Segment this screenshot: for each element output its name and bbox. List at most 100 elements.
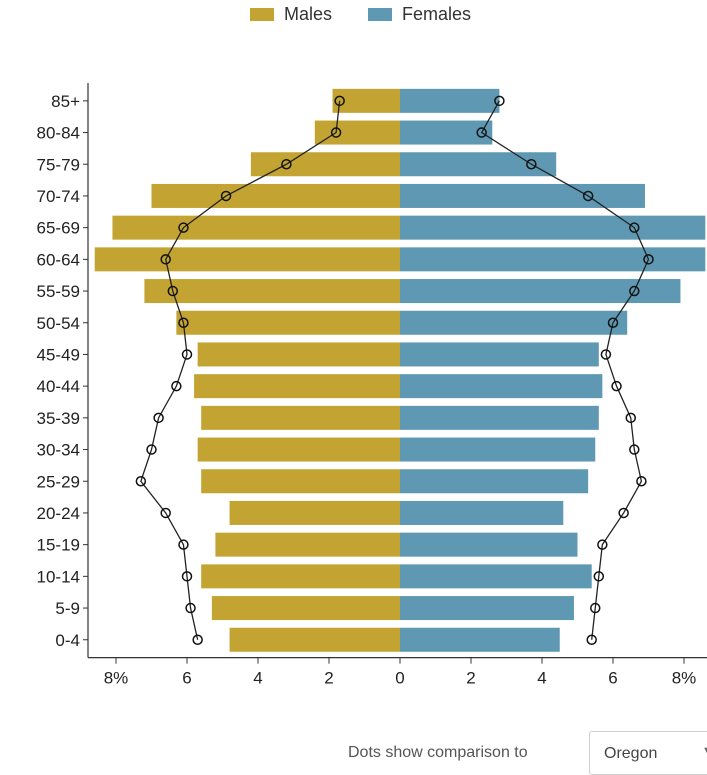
legend-item-females[interactable]: Females bbox=[368, 4, 471, 25]
bar-females bbox=[400, 532, 578, 557]
bar-females bbox=[400, 596, 574, 621]
comparison-dot-males bbox=[281, 159, 292, 170]
y-tick-label: 15-19 bbox=[37, 536, 80, 555]
y-tick-label: 5-9 bbox=[55, 599, 80, 618]
y-tick-label: 30-34 bbox=[37, 441, 80, 460]
y-tick-label: 20-24 bbox=[37, 504, 80, 523]
comparison-dot-females bbox=[582, 190, 594, 202]
bar-males bbox=[211, 596, 400, 621]
bar-females bbox=[400, 564, 592, 589]
comparison-line-females bbox=[480, 100, 650, 640]
y-tick-label: 75-79 bbox=[37, 155, 80, 174]
bar-males bbox=[176, 310, 400, 335]
legend-label-females: Females bbox=[402, 4, 472, 24]
comparison-dot-females bbox=[593, 571, 605, 582]
y-tick-label: 40-44 bbox=[37, 377, 80, 396]
y-tick-label: 55-59 bbox=[37, 282, 80, 301]
bar-females bbox=[400, 500, 564, 525]
bar-females bbox=[400, 342, 599, 367]
comparison-dot-males bbox=[167, 285, 179, 297]
comparison-select[interactable]: Oregon ▼ bbox=[589, 731, 707, 775]
comparison-dot-males bbox=[181, 349, 193, 360]
y-tick-label: 35-39 bbox=[37, 409, 80, 428]
comparison-dot-males bbox=[153, 412, 164, 424]
bar-males bbox=[332, 88, 400, 113]
bar-males bbox=[201, 469, 400, 494]
x-tick-label: 6 bbox=[182, 669, 191, 688]
comparison-dot-males bbox=[178, 317, 189, 328]
y-tick-label: 85+ bbox=[51, 92, 80, 111]
y-tick-label: 60-64 bbox=[37, 250, 80, 269]
legend: Males Females bbox=[250, 4, 471, 25]
x-tick-label: 8% bbox=[672, 669, 697, 688]
bar-males bbox=[201, 564, 400, 589]
comparison-dot-females bbox=[590, 602, 601, 614]
bar-females bbox=[400, 405, 599, 430]
y-tick-label: 80-84 bbox=[37, 124, 80, 143]
comparison-dot-males bbox=[192, 634, 203, 645]
bar-females bbox=[400, 215, 706, 240]
bar-males bbox=[94, 247, 400, 272]
comparison-dot-males bbox=[220, 190, 232, 202]
comparison-dot-females bbox=[597, 539, 608, 550]
comparison-dot-males bbox=[135, 476, 147, 487]
comparison-dot-females bbox=[643, 254, 654, 265]
y-tick-label: 0-4 bbox=[55, 631, 80, 650]
legend-label-males: Males bbox=[284, 4, 333, 24]
x-tick-label: 4 bbox=[253, 669, 262, 688]
y-tick-label: 70-74 bbox=[37, 187, 80, 206]
bar-females bbox=[400, 120, 493, 145]
comparison-dot-males bbox=[178, 222, 189, 233]
comparison-dot-females bbox=[494, 95, 505, 107]
legend-swatch-females bbox=[368, 8, 393, 21]
bar-males bbox=[250, 152, 400, 177]
comparison-dot-females bbox=[636, 476, 647, 487]
bar-females bbox=[400, 310, 628, 335]
bar-males bbox=[197, 342, 400, 367]
legend-item-males[interactable]: Males bbox=[250, 4, 332, 25]
comparison-dot-males bbox=[181, 571, 193, 582]
comparison-dot-females bbox=[611, 380, 622, 392]
comparison-dot-males bbox=[185, 602, 196, 614]
y-tick-label: 50-54 bbox=[37, 314, 80, 333]
bar-males bbox=[229, 500, 400, 525]
bar-males bbox=[197, 437, 400, 462]
comparison-dot-females bbox=[476, 127, 487, 138]
bar-males bbox=[194, 374, 400, 399]
bar-males bbox=[314, 120, 400, 145]
comparison-dot-females bbox=[629, 285, 640, 297]
comparison-dot-males bbox=[160, 507, 171, 519]
x-tick-label: 8% bbox=[104, 669, 129, 688]
y-tick-label: 45-49 bbox=[37, 345, 80, 364]
comparison-dot-males bbox=[330, 127, 342, 138]
x-tick-label: 0 bbox=[395, 669, 404, 688]
comparison-dot-males bbox=[160, 254, 171, 265]
comparison-dot-males bbox=[334, 95, 345, 107]
bar-males bbox=[151, 183, 400, 208]
bar-females bbox=[400, 183, 645, 208]
comparison-dot-males bbox=[146, 444, 157, 455]
bar-females bbox=[400, 437, 596, 462]
bar-females bbox=[400, 627, 560, 652]
x-tick-label: 4 bbox=[537, 669, 546, 688]
comparison-dot-females bbox=[625, 412, 636, 424]
x-tick-label: 2 bbox=[324, 669, 333, 688]
bar-females bbox=[400, 374, 603, 399]
comparison-dot-females bbox=[526, 159, 537, 170]
bar-females bbox=[400, 88, 500, 113]
x-tick-label: 6 bbox=[608, 669, 617, 688]
comparison-dot-females bbox=[618, 507, 629, 519]
comparison-dot-females bbox=[600, 349, 612, 360]
comparison-dot-females bbox=[629, 444, 640, 455]
comparison-label: Dots show comparison to bbox=[348, 744, 528, 761]
bar-females bbox=[400, 152, 557, 177]
comparison-dot-males bbox=[171, 380, 182, 392]
population-pyramid-chart: 0-4 5-9 10-14 15-19 20-24 25-29 30-34 35-39 40-4… bbox=[37, 83, 707, 688]
comparison-dot-males bbox=[178, 539, 189, 550]
bar-males bbox=[201, 405, 400, 430]
comparison-dot-females bbox=[629, 222, 640, 233]
comparison-line-males bbox=[140, 100, 341, 640]
comparison-footer: Dots show comparison to Oregon ▼ bbox=[0, 730, 707, 775]
comparison-dot-females bbox=[607, 317, 619, 328]
bar-males bbox=[144, 279, 400, 304]
